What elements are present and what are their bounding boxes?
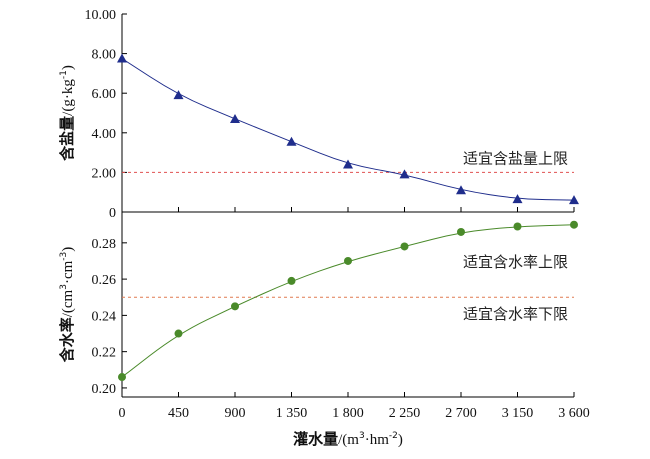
x-tick-label: 3 150 xyxy=(502,406,534,421)
x-tick-label: 1 800 xyxy=(332,406,364,421)
x-axis-title-mid: ·hm xyxy=(365,432,389,448)
x-tick-label: 450 xyxy=(168,406,189,421)
x-axis-title-sup1: 3 xyxy=(359,431,365,441)
reference-line-label: 适宜含盐量上限 xyxy=(463,149,568,167)
y-axis-title-close: ) xyxy=(60,247,76,252)
x-tick-label: 0 xyxy=(119,406,126,421)
salt-content-panel: 0 2.00 4.00 6.00 8.00 10.00 适宜含盐量上限 含盐量/(g·kg-1… xyxy=(58,8,579,221)
y-axis-title-sup2: -3 xyxy=(59,252,69,261)
y-tick-label: 0.22 xyxy=(92,346,117,361)
data-point xyxy=(456,185,466,195)
data-point xyxy=(173,90,184,100)
data-point xyxy=(457,227,465,236)
data-point xyxy=(512,194,523,204)
y-axis-title-sup1: 3 xyxy=(59,284,69,290)
x-axis-title-unit: /(m xyxy=(338,432,359,448)
y-tick-label: 8.00 xyxy=(92,48,117,63)
data-point xyxy=(117,53,127,63)
y-axis-title-close: ) xyxy=(60,65,76,70)
data-point xyxy=(400,242,409,251)
water-content-panel: 0.200.220.240.260.28适宜含水率上限适宜含水率下限含水率/(c… xyxy=(58,212,578,397)
data-point xyxy=(230,113,240,123)
data-point xyxy=(399,169,410,179)
y-tick-label: 4.00 xyxy=(92,127,117,142)
data-point xyxy=(570,220,578,229)
data-point xyxy=(118,373,126,382)
x-axis-title-close: ) xyxy=(398,432,403,448)
y-axis-title-main: 含水率 xyxy=(58,317,76,362)
y-axis-title: 含盐量/(g·kg-1) xyxy=(58,65,76,161)
data-point xyxy=(343,159,353,169)
data-point xyxy=(231,302,239,311)
y-axis-title-unit: /(cm xyxy=(60,289,76,317)
y-tick-label: 0 xyxy=(109,206,116,221)
data-point xyxy=(569,195,579,205)
x-axis-title-sup2: -2 xyxy=(389,431,398,441)
x-tick-label: 2 700 xyxy=(445,406,477,421)
x-axis: 0 450 900 1 350 1 800 2 250 2 700 3 150 3 600 灌水量… xyxy=(119,207,590,448)
x-axis-title: 灌水量/(m3·hm-2) xyxy=(293,430,403,448)
series-line xyxy=(121,58,575,201)
x-axis-title-main: 灌水量 xyxy=(293,430,338,448)
y-tick-label: 10.00 xyxy=(85,8,117,23)
y-tick-label: 2.00 xyxy=(92,166,117,181)
data-point xyxy=(174,329,183,338)
data-point xyxy=(286,136,297,146)
y-tick-label: 0.26 xyxy=(92,273,117,288)
data-point xyxy=(513,222,522,231)
series-line xyxy=(121,224,575,378)
y-tick-label: 0.24 xyxy=(92,309,117,324)
x-tick-label: 2 250 xyxy=(389,406,421,421)
y-axis-title-sup: -1 xyxy=(59,70,69,79)
y-axis-title-main: 含盐量 xyxy=(58,116,76,161)
y-tick-label: 0.20 xyxy=(92,382,117,397)
x-tick-label: 900 xyxy=(225,406,246,421)
y-tick-label: 0.28 xyxy=(92,237,117,252)
reference-line-label-upper: 适宜含水率上限 xyxy=(463,253,568,271)
x-tick-label: 1 350 xyxy=(276,406,308,421)
y-axis-title: 含水率/(cm3·cm-3) xyxy=(58,247,76,363)
y-axis-title-unit: /(g·kg xyxy=(60,79,76,116)
data-point xyxy=(287,276,296,285)
x-tick-label: 3 600 xyxy=(558,406,590,421)
reference-line-label-lower: 适宜含水率下限 xyxy=(463,305,568,323)
data-point xyxy=(344,256,352,265)
y-tick-label: 6.00 xyxy=(92,87,117,102)
y-axis-title-mid: ·cm xyxy=(60,260,76,284)
